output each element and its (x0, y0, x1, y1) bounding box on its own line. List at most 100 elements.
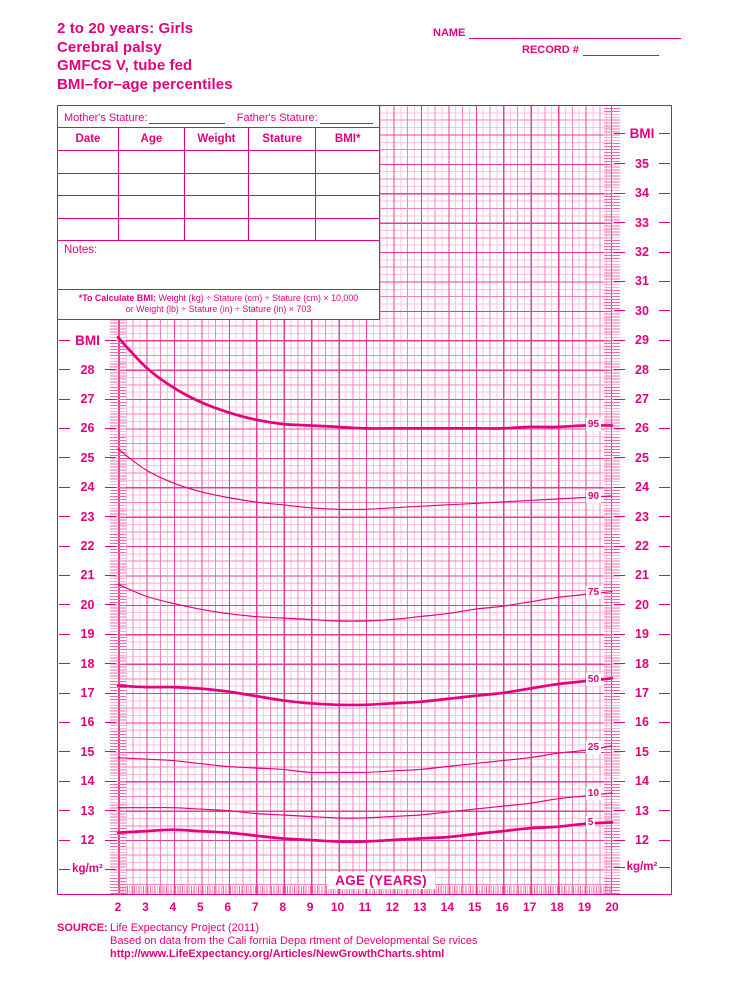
table-body (58, 151, 379, 241)
tick-dash (105, 457, 116, 459)
tick-dash (59, 780, 70, 782)
y-tick-label: 15 (635, 744, 649, 759)
y-tick-label: 18 (80, 656, 95, 671)
source-label: SOURCE: (57, 922, 108, 934)
table-cell-empty (119, 151, 185, 173)
tick-dash (105, 574, 116, 576)
tick-dash (659, 780, 670, 782)
percentile-label-50: 50 (585, 672, 602, 686)
father-stature-label: Father's Stature: (236, 112, 318, 124)
tick-dash (659, 457, 670, 459)
table-cell-empty (249, 151, 317, 173)
y-axis-tick-32: 32 (614, 244, 670, 260)
right-unit-row: kg/m² (614, 859, 670, 875)
y-axis-tick-17: 17 (614, 685, 670, 701)
y-tick-label: 18 (635, 656, 649, 671)
tick-dash (59, 398, 70, 400)
y-tick-label: 22 (80, 539, 95, 553)
table-cell-empty (249, 218, 317, 240)
tick-dash (105, 780, 116, 782)
tick-dash (659, 839, 670, 841)
x-axis-tick-13: 13 (413, 900, 427, 914)
tick-dash (614, 222, 625, 224)
y-tick-label: 33 (635, 215, 649, 230)
y-axis-tick-23: 23 (614, 509, 670, 525)
source-line-data: Based on data from the Cali fornia Depa … (110, 934, 478, 947)
table-cell-empty (119, 173, 185, 195)
tick-dash (659, 721, 670, 723)
percentile-label-5: 5 (585, 816, 596, 830)
y-tick-label: 27 (635, 392, 649, 406)
y-axis-tick-22: 22 (614, 538, 670, 554)
tick-dash (59, 369, 70, 371)
y-tick-label: 28 (80, 362, 95, 377)
table-cell-empty (249, 173, 317, 195)
percentile-label-10: 10 (585, 787, 602, 801)
tick-dash (659, 369, 670, 371)
tick-dash (614, 810, 625, 812)
tick-dash (105, 398, 116, 400)
y-axis-tick-21: 21 (614, 567, 670, 583)
y-axis-tick-20: 20 (614, 597, 670, 613)
y-axis-tick-14: 14 (614, 773, 670, 789)
y-axis-tick-15: 15 (614, 744, 670, 760)
tick-dash (659, 192, 670, 194)
y-tick-label: 31 (635, 274, 649, 289)
tick-dash (105, 369, 116, 371)
y-axis-tick-25: 25 (59, 450, 116, 466)
percentile-curves (116, 335, 614, 843)
tick-dash (614, 604, 625, 606)
table-cell-empty (316, 151, 379, 173)
mother-stature-label: Mother's Stature: (64, 112, 148, 124)
parent-stature-row: Mother's Stature: Father's Stature: (58, 106, 379, 128)
mother-stature-field: Mother's Stature: (58, 112, 231, 127)
tick-dash (59, 516, 70, 518)
tick-dash (659, 132, 670, 134)
y-axis-tick-27: 27 (59, 391, 116, 407)
x-axis-tick-8: 8 (279, 900, 286, 914)
tick-dash (659, 866, 670, 868)
x-axis-tick-16: 16 (495, 900, 509, 914)
y-tick-label: 21 (80, 568, 95, 583)
table-row (58, 151, 379, 174)
tick-dash (59, 574, 70, 576)
tick-dash (614, 398, 625, 400)
tick-dash (105, 545, 116, 547)
tick-dash (105, 633, 116, 635)
y-tick-label: 23 (635, 509, 649, 524)
y-tick-label: 22 (635, 539, 649, 553)
y-axis-tick-35: 35 (614, 156, 670, 172)
tick-dash (659, 251, 670, 253)
table-cell-empty (119, 196, 185, 218)
y-axis-tick-22: 22 (59, 538, 116, 554)
tick-dash (59, 839, 70, 841)
curve-25th-percentile (117, 745, 613, 774)
table-cell-empty (185, 151, 249, 173)
y-tick-label: 19 (80, 627, 95, 642)
curve-75th-percentile (117, 583, 613, 622)
notes-label: Notes: (64, 244, 98, 256)
tick-dash (659, 310, 670, 312)
y-axis-tick-28: 28 (59, 362, 116, 378)
x-axis-tick-12: 12 (385, 900, 400, 914)
tick-dash (614, 692, 625, 694)
title-line-gmfcs: GMFCS V, tube fed (57, 57, 193, 74)
x-axis-tick-11: 11 (358, 900, 372, 914)
tick-dash (659, 751, 670, 753)
table-cell-empty (185, 196, 249, 218)
source-lines: Life Expectancy Project (2011) Based on … (110, 922, 477, 960)
name-field: NAME (433, 26, 681, 39)
table-cell-empty (58, 218, 119, 240)
y-tick-label: 25 (635, 450, 649, 465)
tick-dash (614, 516, 625, 518)
y-axis-tick-24: 24 (59, 479, 116, 495)
y-axis-tick-19: 19 (614, 626, 670, 642)
y-axis-tick-26: 26 (614, 420, 670, 436)
bmi-formula-line-1: *To Calculate BMI: Weight (kg) ÷ Stature… (78, 293, 359, 303)
left-unit-row: kg/m² (59, 861, 116, 877)
tick-dash (105, 604, 116, 606)
percentile-label-90: 90 (585, 489, 602, 503)
tick-dash (614, 251, 625, 253)
tick-dash (59, 486, 70, 488)
tick-dash (659, 427, 670, 429)
